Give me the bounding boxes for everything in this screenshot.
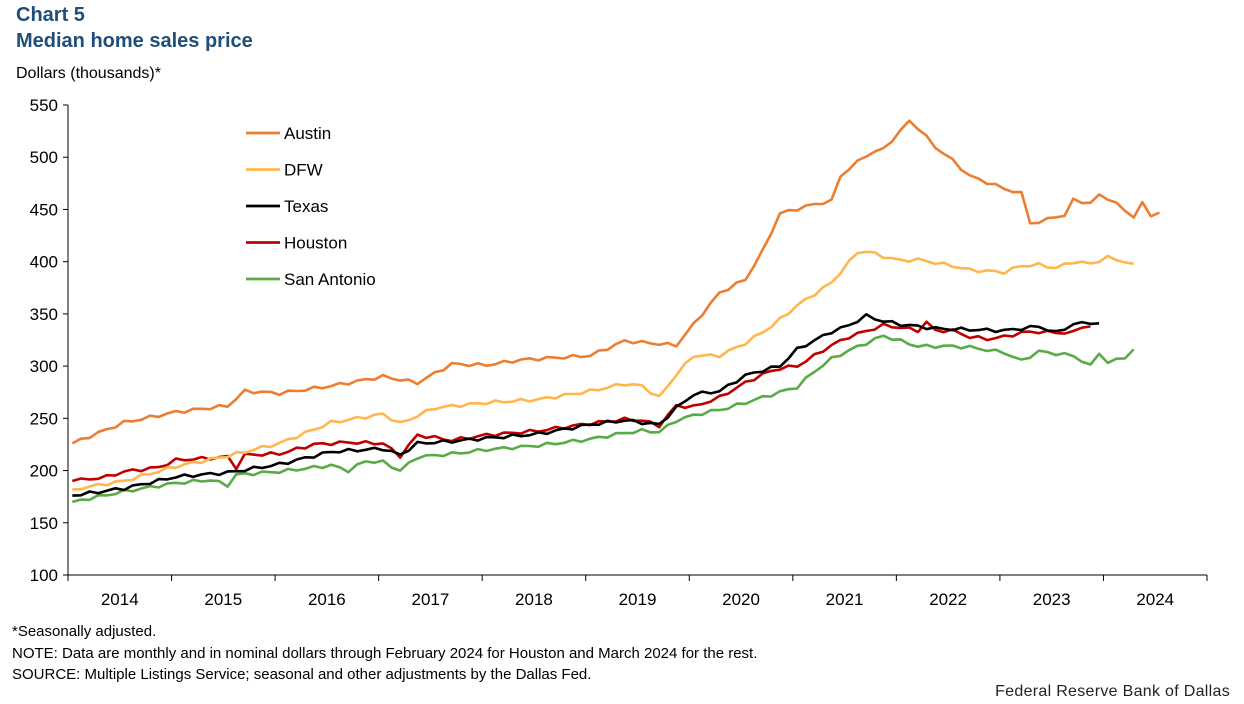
x-tick-label: 2022: [929, 590, 967, 609]
y-tick-label: 250: [30, 409, 58, 428]
x-tick-label: 2021: [826, 590, 864, 609]
chart-title: Median home sales price: [16, 30, 253, 52]
x-tick-label: 2017: [411, 590, 449, 609]
x-tick-label: 2015: [204, 590, 242, 609]
footnote-note: NOTE: Data are monthly and in nominal do…: [12, 645, 758, 662]
legend-label-dfw: DFW: [284, 161, 323, 180]
y-tick-label: 450: [30, 200, 58, 219]
series-line-texas: [72, 313, 1100, 497]
y-tick-label: 100: [30, 566, 58, 585]
credit-line: Federal Reserve Bank of Dallas: [995, 683, 1230, 700]
chart-series: [71, 119, 1161, 504]
x-tick-label: 2018: [515, 590, 553, 609]
y-tick-label: 200: [30, 462, 58, 481]
y-tick-label: 400: [30, 253, 58, 272]
x-tick-label: 2014: [101, 590, 139, 609]
series-line-dfw: [72, 250, 1134, 491]
chart-axes: 100 150 200 250 300 350 400 450 500 550 2014 2015 20…: [30, 96, 1208, 609]
chart-legend: Austin DFW Texas Houston San Antonio: [246, 124, 376, 289]
series-line-austin: [71, 119, 1161, 445]
x-tick-label: 2023: [1033, 590, 1071, 609]
legend-label-san-antonio: San Antonio: [284, 270, 376, 289]
series-line-san-antonio: [71, 334, 1135, 504]
footnote-source: SOURCE: Multiple Listings Service; seaso…: [12, 666, 592, 683]
chart-number: Chart 5: [16, 4, 85, 26]
y-tick-label: 300: [30, 357, 58, 376]
y-axis-label: Dollars (thousands)*: [16, 65, 161, 82]
x-tick-label: 2024: [1136, 590, 1174, 609]
y-tick-label: 500: [30, 148, 58, 167]
y-tick-label: 150: [30, 514, 58, 533]
y-tick-label: 350: [30, 305, 58, 324]
x-tick-label: 2020: [722, 590, 760, 609]
legend-label-austin: Austin: [284, 124, 331, 143]
legend-label-texas: Texas: [284, 197, 328, 216]
footnote-seasonal: *Seasonally adjusted.: [12, 623, 157, 640]
y-tick-label: 550: [30, 96, 58, 115]
x-tick-label: 2016: [308, 590, 346, 609]
x-tick-label: 2019: [619, 590, 657, 609]
legend-label-houston: Houston: [284, 234, 347, 253]
